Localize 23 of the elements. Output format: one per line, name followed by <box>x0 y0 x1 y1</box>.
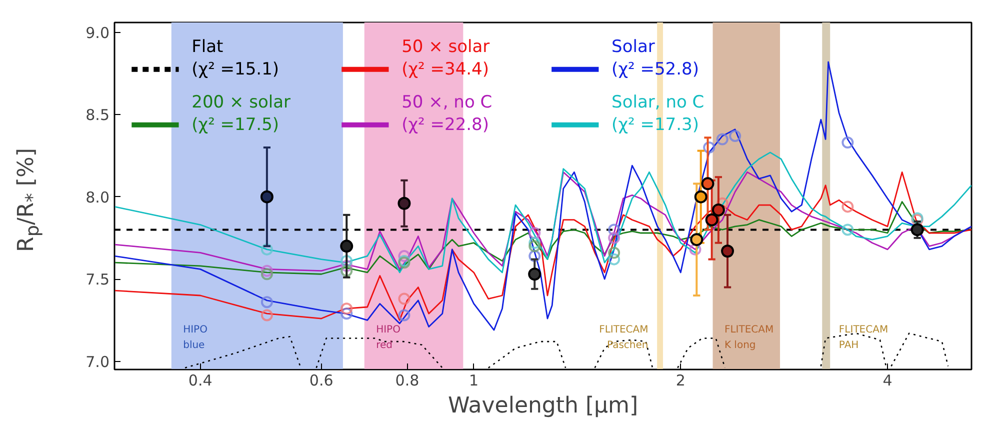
legend-label: 200 × solar (χ² =17.5) <box>192 92 291 135</box>
y-tick-label: 8.0 <box>86 188 110 206</box>
legend-label: Flat (χ² =15.1) <box>192 36 280 80</box>
legend-label: 50 × solar (χ² =34.4) <box>402 36 490 80</box>
band-label: HIPO red <box>376 324 401 352</box>
band-label: FLITECAM Paschen <box>599 324 648 352</box>
x-tick-label: 0.8 <box>395 372 420 390</box>
y-tick-label: 7.0 <box>86 352 110 371</box>
legend-label: 50 ×, no C (χ² =22.8) <box>402 92 492 135</box>
band-label: FLITECAM PAH <box>838 324 888 352</box>
legend-label: Solar, no C (χ² =17.3) <box>612 92 704 135</box>
legend-label: Solar (χ² =52.8) <box>612 36 699 80</box>
x-tick-label: 0.4 <box>188 372 212 390</box>
band-label: FLITECAM K long <box>724 324 774 352</box>
band-label: HIPO blue <box>183 324 208 352</box>
x-tick-label: 1 <box>469 372 479 390</box>
y-tick-label: 7.5 <box>86 270 110 289</box>
y-tick-label: 9.0 <box>86 24 110 42</box>
x-tick-label: 0.6 <box>309 372 334 390</box>
x-axis-title: Wavelength [μm] <box>448 394 638 418</box>
x-tick-label: 4 <box>882 372 892 390</box>
x-tick-label: 2 <box>676 372 686 390</box>
y-tick-label: 8.5 <box>86 106 110 124</box>
